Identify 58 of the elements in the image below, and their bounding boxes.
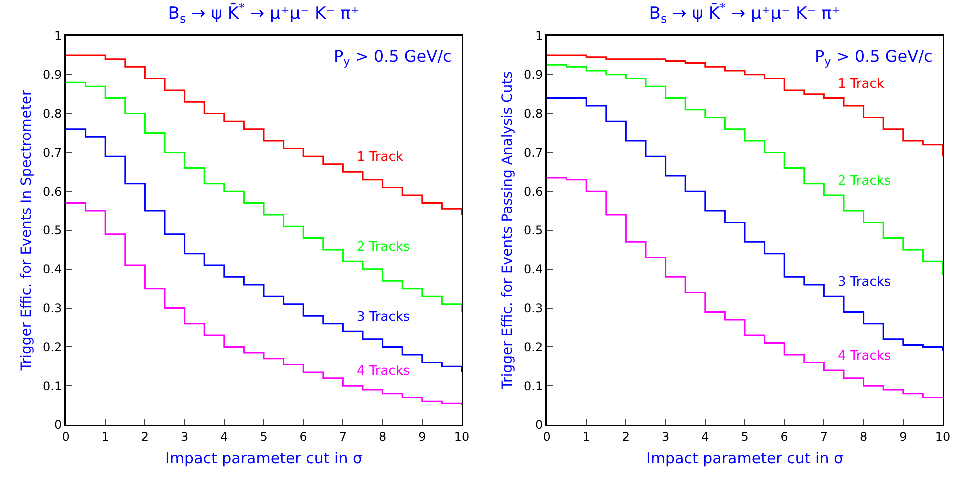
- y-tick-label: 0.7: [43, 146, 62, 160]
- y-tick-label: 0.7: [524, 146, 544, 160]
- y-tick-label: 0: [535, 418, 544, 432]
- x-tick-label: 2: [141, 430, 150, 444]
- y-axis-title: Trigger Effic. for Events In Spectrometer: [18, 90, 35, 372]
- x-tick-label: 5: [741, 430, 749, 444]
- chart-title: B$_{s}$ → ψ K̄$^{*}$ → μ⁺μ⁻ K⁻ π⁺: [168, 1, 360, 26]
- y-tick-label: 0: [54, 418, 62, 432]
- x-tick-label: 2: [622, 430, 630, 444]
- y-tick-label: 0.9: [524, 68, 544, 82]
- series-label: 3 Tracks: [838, 275, 892, 290]
- annotation: P$_{y}$ > 0.5 GeV/c: [334, 47, 452, 68]
- y-tick-label: 0.5: [43, 224, 62, 238]
- y-tick-label: 0.4: [524, 262, 544, 277]
- y-tick-label: 0.3: [524, 302, 544, 316]
- x-tick-label: 1: [582, 430, 590, 444]
- series-label: 2 Tracks: [838, 174, 892, 189]
- x-tick-label: 3: [662, 430, 670, 444]
- x-tick-label: 9: [900, 430, 908, 444]
- x-tick-label: 1: [102, 430, 110, 444]
- x-tick-label: 10: [454, 430, 470, 444]
- y-tick-label: 0.1: [524, 379, 544, 394]
- x-tick-label: 7: [820, 430, 828, 444]
- y-tick-label: 1: [535, 29, 544, 44]
- y-axis-title: Trigger Effic. for Events Passing Analysis Cuts: [500, 72, 516, 390]
- x-tick-label: 7: [339, 430, 348, 444]
- y-tick-label: 0.9: [43, 68, 62, 82]
- x-axis-title: Impact parameter cut in σ: [166, 450, 363, 468]
- series-label: 1 Track: [357, 150, 404, 165]
- y-tick-label: 0.8: [524, 107, 544, 121]
- y-tick-label: 0.6: [43, 184, 62, 199]
- series-label: 2 Tracks: [357, 240, 410, 255]
- chart-title: B$_{s}$ → ψ K̄$^{*}$ → μ⁺μ⁻ K⁻ π⁺: [649, 1, 841, 26]
- y-tick-label: 0.6: [524, 184, 544, 199]
- y-tick-label: 0.5: [524, 224, 544, 238]
- series-label: 3 Tracks: [357, 310, 410, 325]
- y-tick-label: 0.3: [43, 302, 62, 316]
- y-tick-label: 1: [54, 29, 62, 44]
- y-tick-label: 0.4: [43, 262, 62, 277]
- annotation: P$_{y}$ > 0.5 GeV/c: [815, 47, 933, 68]
- x-tick-label: 6: [300, 430, 308, 444]
- x-tick-label: 8: [378, 430, 387, 444]
- x-tick-label: 10: [935, 430, 951, 444]
- x-tick-label: 4: [220, 430, 228, 444]
- series-label: 4 Tracks: [838, 349, 892, 364]
- y-tick-label: 0.2: [43, 340, 62, 354]
- series-label: 1 Track: [838, 77, 885, 92]
- series-label: 4 Tracks: [357, 364, 410, 379]
- x-axis-title: Impact parameter cut in σ: [646, 450, 844, 468]
- x-tick-label: 8: [860, 430, 868, 444]
- x-tick-label: 3: [180, 430, 189, 444]
- y-tick-label: 0.8: [43, 107, 62, 121]
- x-tick-label: 5: [260, 430, 268, 444]
- x-tick-label: 4: [702, 430, 710, 444]
- y-tick-label: 0.2: [524, 340, 544, 354]
- x-tick-label: 6: [780, 430, 788, 444]
- x-tick-label: 9: [418, 430, 426, 444]
- y-tick-label: 0.1: [43, 379, 62, 394]
